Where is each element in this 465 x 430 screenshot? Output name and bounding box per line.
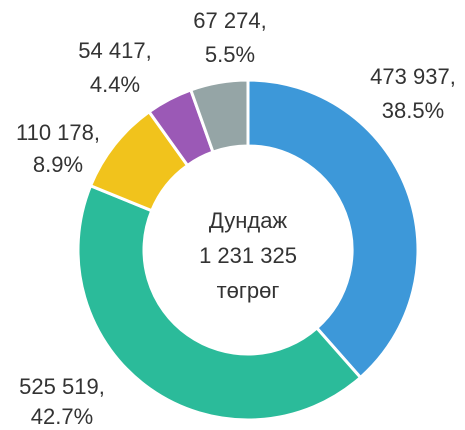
value-label: 473 937, xyxy=(370,64,456,89)
percent-label: 5.5% xyxy=(205,42,255,67)
value-label: 525 519, xyxy=(19,374,105,399)
center-unit: төгрөг xyxy=(217,278,280,303)
value-label: 67 274, xyxy=(193,8,266,33)
percent-label: 42.7% xyxy=(31,404,93,429)
center-title: Дундаж xyxy=(209,208,288,233)
percent-label: 8.9% xyxy=(33,152,83,177)
slices xyxy=(76,78,420,422)
percent-label: 38.5% xyxy=(382,98,444,123)
center-total: 1 231 325 xyxy=(199,243,297,268)
value-label: 110 178, xyxy=(16,120,100,145)
slice xyxy=(246,78,420,380)
value-label: 54 417, xyxy=(78,38,151,63)
slice xyxy=(188,78,250,154)
percent-label: 4.4% xyxy=(90,72,140,97)
slice xyxy=(76,183,363,422)
